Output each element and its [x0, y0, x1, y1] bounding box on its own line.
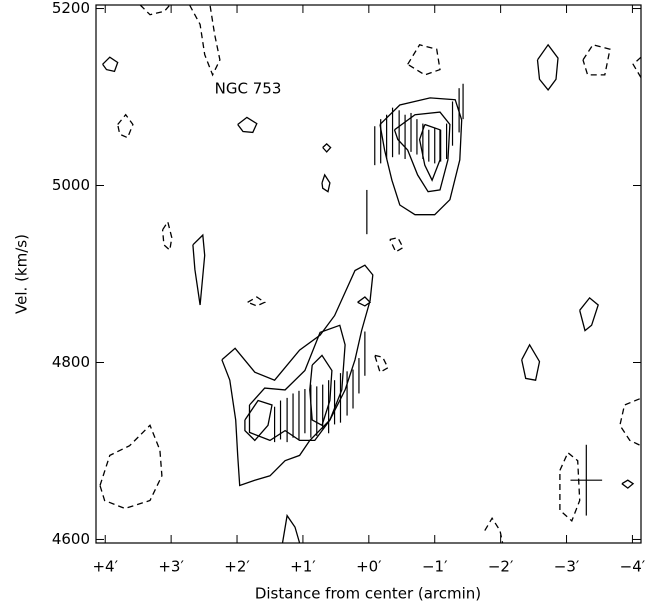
- contour: [536, 43, 559, 91]
- contour: [559, 451, 581, 523]
- y-tick-label: 5200: [52, 0, 90, 17]
- contour: [418, 123, 441, 182]
- contour: [579, 296, 599, 332]
- x-tick-label: +4′: [92, 558, 118, 576]
- x-tick-label: +3′: [158, 558, 184, 576]
- plot-frame: [95, 4, 642, 544]
- contour: [102, 56, 119, 73]
- contour: [221, 264, 374, 487]
- contour: [379, 97, 463, 216]
- x-tick-label: −3′: [554, 558, 580, 576]
- contour: [357, 296, 372, 307]
- y-tick-label: 4600: [52, 530, 90, 548]
- contour: [139, 4, 171, 16]
- contour: [309, 354, 333, 427]
- x-tick-label: +0′: [356, 558, 382, 576]
- y-axis-label: Vel. (km/s): [13, 234, 31, 314]
- contour: [161, 220, 173, 252]
- contour: [374, 354, 389, 374]
- contour: [99, 424, 163, 510]
- contour: [407, 44, 441, 76]
- contour: [247, 296, 267, 307]
- contour: [619, 398, 642, 447]
- contour: [632, 56, 642, 78]
- contour: [582, 44, 611, 76]
- y-tick-label: 4800: [52, 353, 90, 371]
- contour: [321, 173, 331, 193]
- contour: [322, 143, 332, 153]
- contour: [117, 113, 134, 139]
- x-axis-label: Distance from center (arcmin): [255, 585, 481, 603]
- annotation: NGC 753: [215, 80, 282, 98]
- x-tick-label: −2′: [488, 558, 514, 576]
- contour: [192, 233, 206, 306]
- contour: [281, 513, 301, 544]
- contour: [621, 479, 635, 489]
- x-tick-label: +1′: [290, 558, 316, 576]
- contour: [521, 343, 541, 381]
- contour: [484, 516, 504, 544]
- y-tick-label: 5000: [52, 176, 90, 194]
- contour: [189, 4, 221, 77]
- x-tick-label: −4′: [620, 558, 646, 576]
- contour: [389, 236, 404, 253]
- x-tick-label: +2′: [224, 558, 250, 576]
- contour: [244, 399, 273, 442]
- contour: [237, 116, 258, 134]
- contour: [393, 111, 451, 193]
- x-tick-label: −1′: [422, 558, 448, 576]
